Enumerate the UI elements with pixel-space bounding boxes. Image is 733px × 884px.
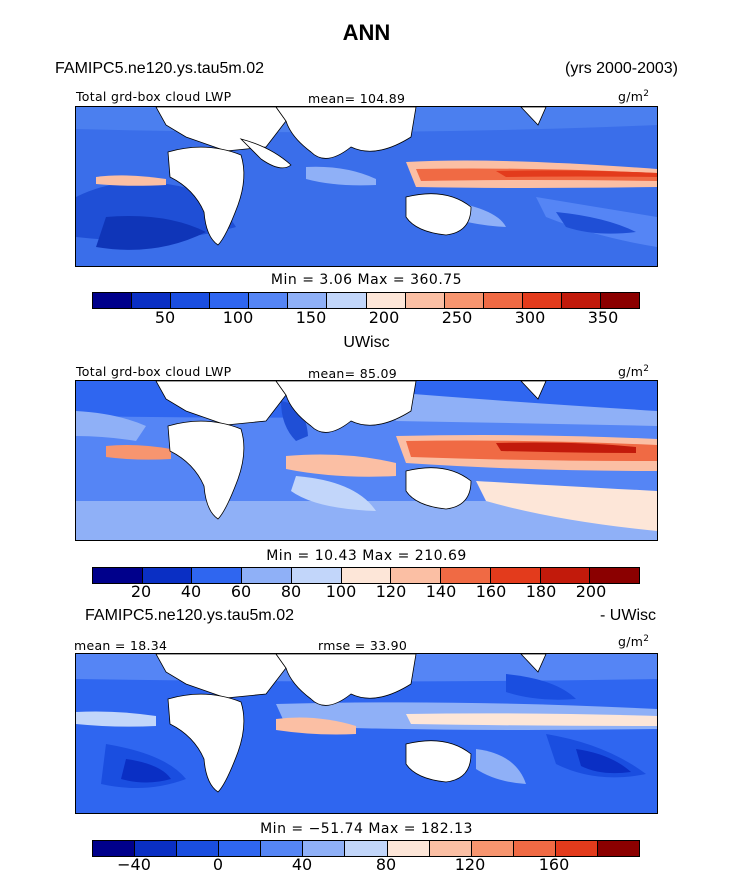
panel1-tick: 250 (441, 308, 473, 327)
panel2-tick: 180 (525, 582, 557, 601)
panel2-tick: 60 (230, 582, 252, 601)
panel1-tick: 300 (514, 308, 546, 327)
panel3-mean: mean = 18.34 (74, 638, 168, 653)
panel1-mean: mean= 104.89 (308, 91, 406, 106)
panel1-map (75, 106, 658, 267)
panel3-case-label: FAMIPC5.ne120.ys.tau5m.02 (85, 607, 294, 624)
panel3-rmse: rmse = 33.90 (318, 638, 408, 653)
panel2-colorbar (92, 567, 640, 584)
panel1-field-label: Total grd-box cloud LWP (76, 89, 232, 104)
panel1-tick: 200 (368, 308, 400, 327)
panel1-colorbar (92, 292, 640, 309)
panel3-minus-label: - UWisc (600, 607, 656, 624)
panel3-minmax: Min = −51.74 Max = 182.13 (260, 821, 473, 837)
panel1-units: g/m2 (618, 89, 650, 105)
panel3-tick: −40 (117, 855, 151, 874)
case-name: FAMIPC5.ne120.ys.tau5m.02 (55, 60, 264, 77)
panel2-units: g/m2 (618, 364, 650, 380)
panel1-minmax: Min = 3.06 Max = 360.75 (270, 272, 463, 288)
panel2-tick: 120 (375, 582, 407, 601)
panel3-colorbar (92, 840, 640, 857)
panel1-tick: 150 (295, 308, 327, 327)
panel1-tick: 100 (222, 308, 254, 327)
panel2-field-label: Total grd-box cloud LWP (76, 364, 232, 379)
panel2-tick: 100 (325, 582, 357, 601)
panel2-minmax: Min = 10.43 Max = 210.69 (266, 548, 467, 564)
panel2-tick: 20 (130, 582, 152, 601)
panel3-tick: 40 (291, 855, 313, 874)
panel3-tick: 160 (538, 855, 570, 874)
panel2-tick: 80 (280, 582, 302, 601)
years-label: (yrs 2000-2003) (565, 60, 678, 77)
panel2-tick: 160 (475, 582, 507, 601)
panel2-tick: 40 (180, 582, 202, 601)
panel1-tick: 50 (154, 308, 176, 327)
season-title: ANN (342, 20, 391, 45)
panel3-map (75, 653, 658, 814)
panel3-units: g/m2 (618, 634, 650, 650)
panel3-tick: 80 (375, 855, 397, 874)
panel2-map (75, 380, 658, 541)
panel3-tick: 0 (212, 855, 224, 874)
panel2-mean: mean= 85.09 (308, 366, 397, 381)
panel3-tick: 120 (454, 855, 486, 874)
panel2-title: UWisc (343, 334, 390, 351)
panel2-tick: 140 (425, 582, 457, 601)
panel2-tick: 200 (575, 582, 607, 601)
panel1-tick: 350 (587, 308, 619, 327)
